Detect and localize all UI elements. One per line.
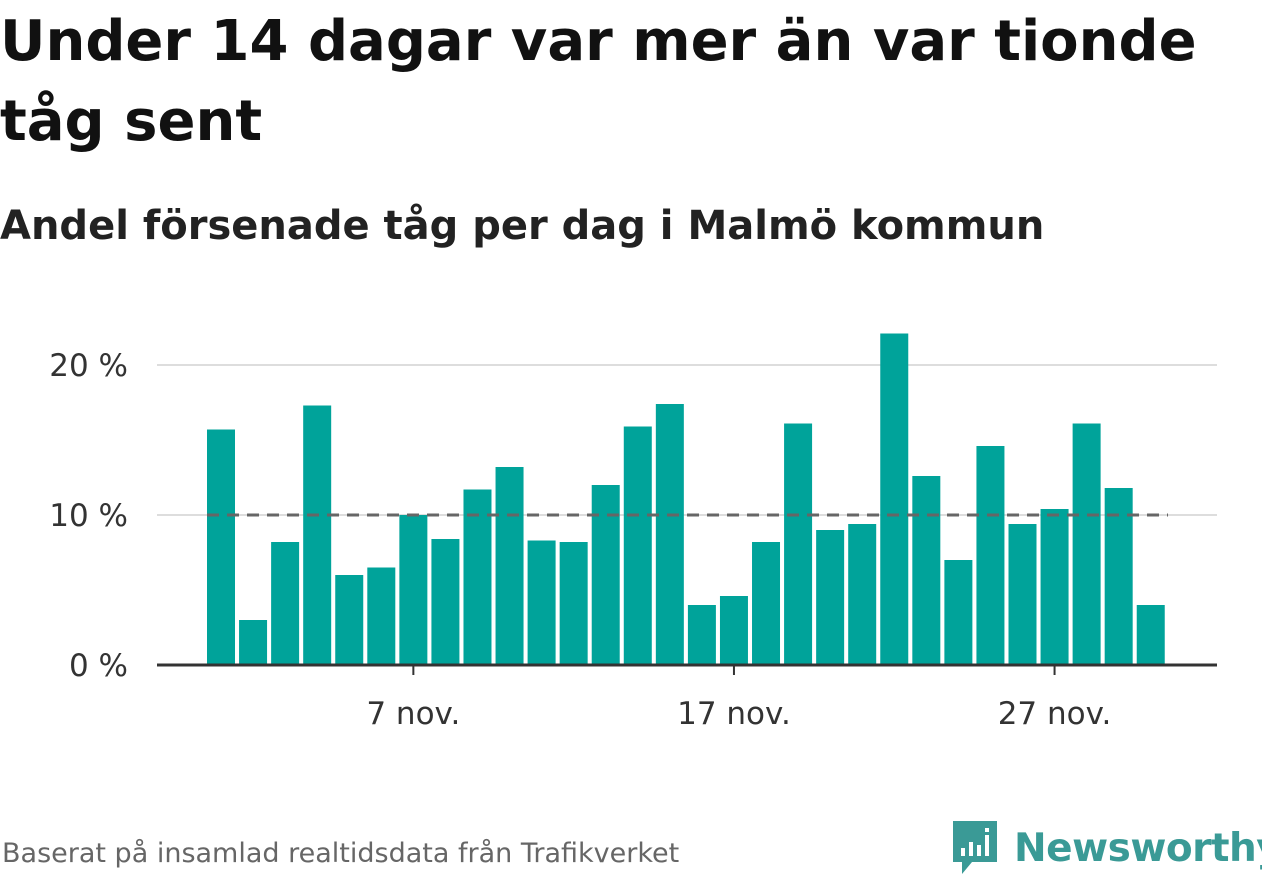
bar (719, 596, 748, 665)
bar (527, 540, 556, 665)
brand-logo: Newsworthy (950, 818, 1262, 878)
y-tick-label: 20 % (49, 348, 128, 384)
source-note: Baserat på insamlad realtidsdata från Tr… (2, 838, 680, 869)
chart-title: Under 14 dagar var mer än var tionde tåg… (0, 9, 1197, 154)
bars (207, 333, 1165, 665)
chart-subtitle: Andel försenade tåg per dag i Malmö komm… (0, 203, 1045, 249)
bar (431, 539, 460, 665)
bar (1008, 524, 1037, 665)
bar (463, 489, 492, 665)
bar (1104, 488, 1133, 665)
bar (976, 446, 1005, 665)
bar (1072, 423, 1101, 665)
bar (303, 405, 332, 665)
x-axis-ticks: 7 nov. 17 nov. 27 nov. (366, 665, 1111, 732)
bar (784, 423, 813, 665)
bar (880, 333, 909, 665)
bar (655, 404, 684, 665)
brand-name: Newsworthy (1014, 825, 1262, 871)
bar (591, 485, 620, 665)
x-tick-label: 17 nov. (677, 696, 791, 732)
x-tick-label: 27 nov. (998, 696, 1112, 732)
newsworthy-logo-icon (953, 821, 997, 874)
bar (816, 530, 845, 665)
bar (495, 467, 524, 665)
bar (1040, 509, 1069, 665)
x-tick-label: 7 nov. (366, 696, 460, 732)
bar (687, 605, 716, 665)
bar (399, 515, 428, 665)
bar (367, 567, 396, 665)
y-axis-ticks: 0 % 10 % 20 % (49, 348, 128, 684)
y-tick-label: 10 % (49, 498, 128, 534)
bar (559, 542, 588, 665)
bar (752, 542, 781, 665)
bar (335, 575, 364, 665)
y-tick-label: 0 % (69, 648, 128, 684)
bar (944, 560, 973, 665)
bar (912, 476, 941, 665)
bar (1136, 605, 1165, 665)
bar (271, 542, 300, 665)
bar (848, 524, 877, 665)
bar (207, 429, 235, 665)
bar (239, 620, 268, 665)
bar (623, 426, 652, 665)
